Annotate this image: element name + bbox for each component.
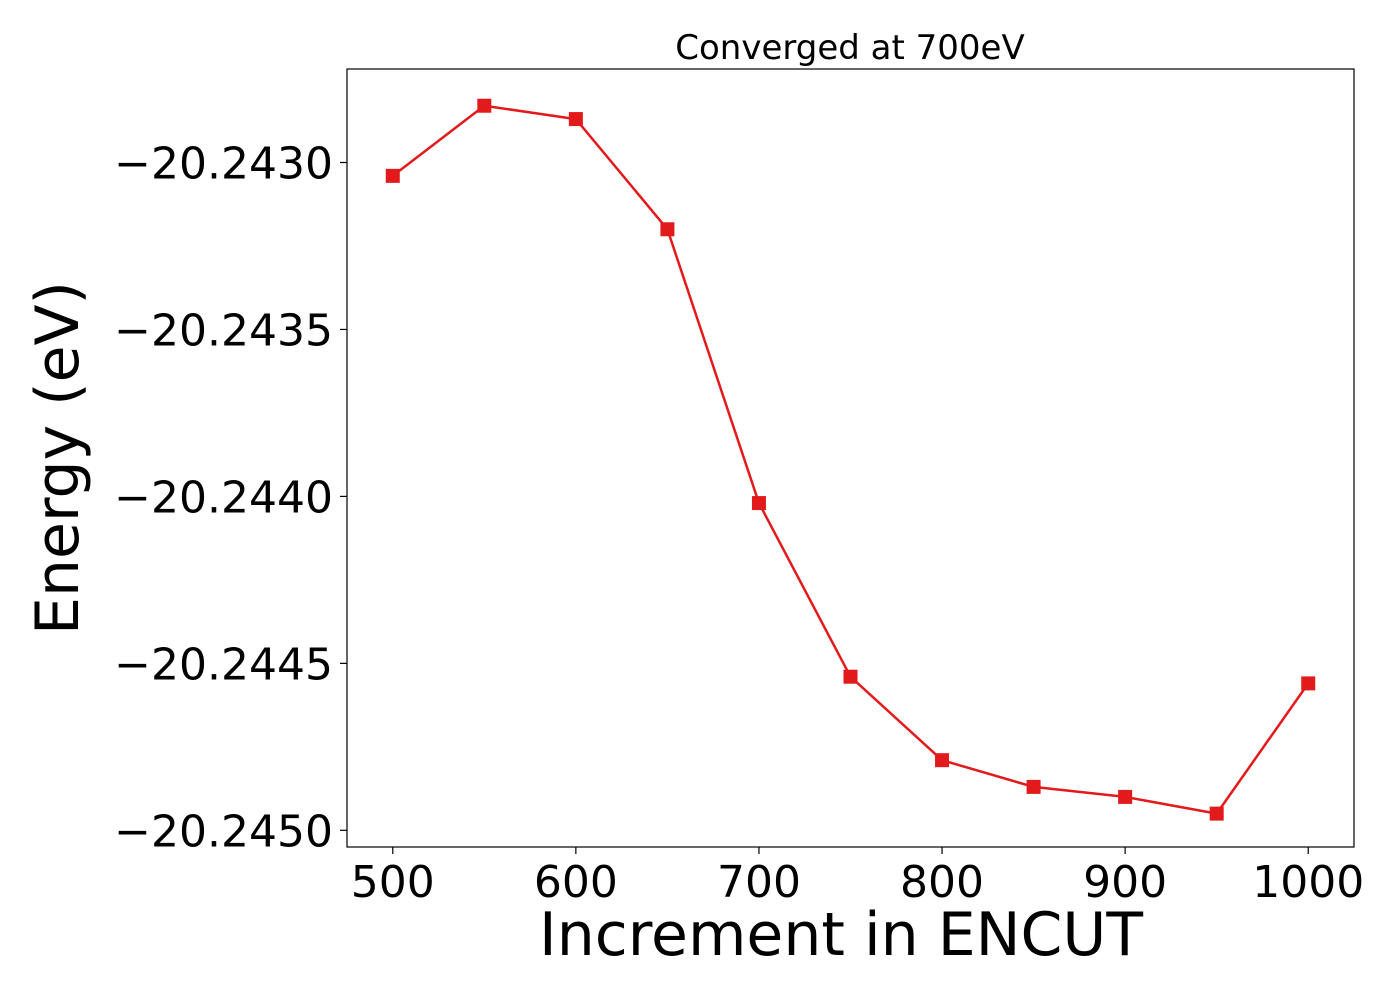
x-tick-label: 1000 bbox=[1252, 857, 1364, 908]
x-tick-label: 900 bbox=[1083, 857, 1167, 908]
ticks-layer: 500 600 700 800 900 1000 −20.2450 −20.2445 −20.2… bbox=[114, 138, 1364, 908]
data-point-marker bbox=[568, 112, 583, 127]
y-tick-label: −20.2430 bbox=[114, 138, 333, 189]
x-tick-label: 600 bbox=[534, 857, 618, 908]
series-layer bbox=[385, 98, 1316, 821]
data-point-marker bbox=[843, 669, 858, 684]
y-tick-label: −20.2445 bbox=[114, 639, 333, 690]
y-tick-label: −20.2440 bbox=[114, 472, 333, 523]
plot-area-frame bbox=[346, 68, 1355, 848]
x-axis-label: Increment in ENCUT bbox=[539, 900, 1143, 970]
x-tick-label: 800 bbox=[900, 857, 984, 908]
y-tick-label: −20.2450 bbox=[114, 806, 333, 857]
series-line bbox=[392, 104, 1310, 815]
data-point-marker bbox=[385, 168, 400, 183]
y-tick-label: −20.2435 bbox=[114, 305, 333, 356]
data-point-marker bbox=[1301, 676, 1316, 691]
data-point-marker bbox=[1118, 789, 1133, 804]
data-point-marker bbox=[1026, 779, 1041, 794]
x-tick-label: 700 bbox=[717, 857, 801, 908]
chart-title: Converged at 700eV bbox=[675, 28, 1024, 68]
x-tick-label: 500 bbox=[351, 857, 435, 908]
data-point-marker bbox=[477, 98, 492, 113]
y-axis-label: Energy (eV) bbox=[23, 281, 93, 635]
data-point-marker bbox=[1209, 806, 1224, 821]
data-point-marker bbox=[660, 222, 675, 237]
data-point-marker bbox=[751, 496, 766, 511]
data-point-marker bbox=[935, 753, 950, 768]
